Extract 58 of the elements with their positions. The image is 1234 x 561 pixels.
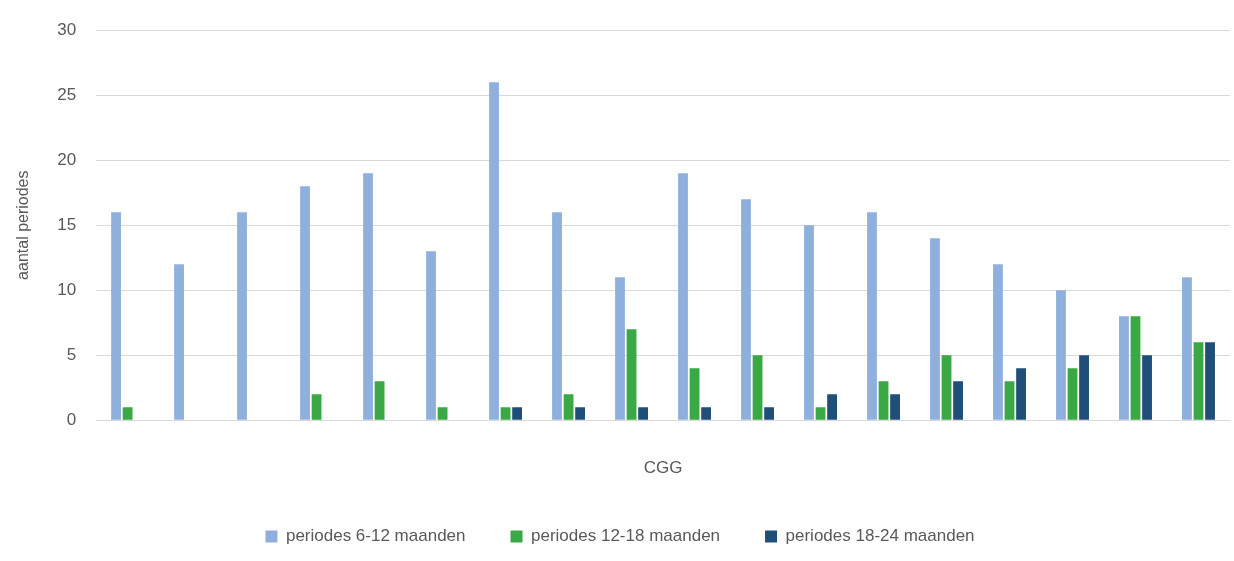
legend-label: periodes 12-18 maanden	[531, 526, 721, 546]
bar	[111, 212, 121, 420]
y-tick-label: 10	[57, 279, 77, 299]
bar	[489, 82, 499, 420]
bar	[311, 394, 322, 420]
bar	[512, 407, 523, 420]
bar	[426, 251, 436, 420]
bar	[867, 212, 877, 420]
y-tick-label: 15	[57, 214, 77, 234]
bar	[552, 212, 562, 420]
bar	[993, 264, 1003, 420]
bar	[1004, 381, 1015, 420]
y-tick-label: 30	[57, 19, 77, 39]
bar	[363, 173, 373, 420]
bar	[941, 355, 952, 420]
bar	[615, 277, 625, 420]
y-tick-label: 5	[66, 344, 77, 364]
bar	[689, 368, 700, 420]
bar	[374, 381, 385, 420]
x-axis-title: CGG	[643, 458, 683, 478]
y-tick-label: 25	[57, 84, 77, 104]
bar	[300, 186, 310, 420]
bar	[1130, 316, 1141, 420]
legend-label: periodes 6-12 maanden	[285, 526, 466, 546]
bar	[804, 225, 814, 420]
bar	[1205, 342, 1215, 420]
bar	[1079, 355, 1089, 420]
bar	[930, 238, 940, 420]
bar	[827, 394, 837, 420]
bar	[638, 407, 649, 420]
bar	[890, 394, 900, 420]
bar	[741, 199, 751, 420]
bar	[563, 394, 574, 420]
bar	[815, 407, 826, 420]
bar	[626, 329, 637, 420]
y-tick-label: 0	[66, 409, 77, 429]
bar	[1182, 277, 1192, 420]
bar	[575, 407, 586, 420]
legend-label: periodes 18-24 maanden	[785, 526, 975, 546]
bar	[174, 264, 184, 420]
bar	[1016, 368, 1026, 420]
bar	[1193, 342, 1204, 420]
bar	[237, 212, 247, 420]
bar	[678, 173, 688, 420]
bar	[500, 407, 511, 420]
bar	[878, 381, 889, 420]
bar	[1067, 368, 1078, 420]
bar	[1119, 316, 1129, 420]
y-axis-title: aantal periodes	[14, 170, 32, 280]
bar	[764, 407, 774, 420]
bar	[1056, 290, 1066, 420]
bar	[701, 407, 712, 420]
bar	[122, 407, 133, 420]
y-tick-label: 20	[57, 149, 77, 169]
bar	[752, 355, 763, 420]
bar	[1142, 355, 1152, 420]
bar	[437, 407, 448, 420]
bar	[953, 381, 963, 420]
